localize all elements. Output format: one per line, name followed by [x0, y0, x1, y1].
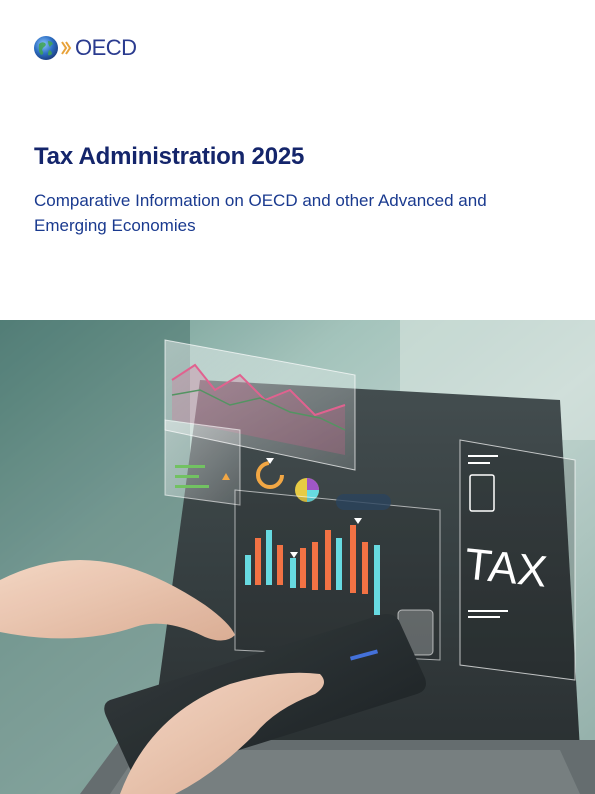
hands-with-phone [0, 560, 426, 794]
summary-panel [164, 419, 241, 506]
oecd-globe-icon [34, 36, 58, 60]
oecd-logo: OECD [33, 32, 137, 64]
tax-label: TAX [462, 539, 549, 596]
logo-text: OECD [75, 35, 137, 60]
tax-panel: TAX [459, 439, 576, 681]
page-subtitle: Comparative Information on OECD and othe… [34, 191, 487, 235]
cover-photo: TAX [0, 320, 595, 794]
chevrons-icon [61, 41, 72, 55]
page-title: Tax Administration 2025 [34, 143, 305, 170]
